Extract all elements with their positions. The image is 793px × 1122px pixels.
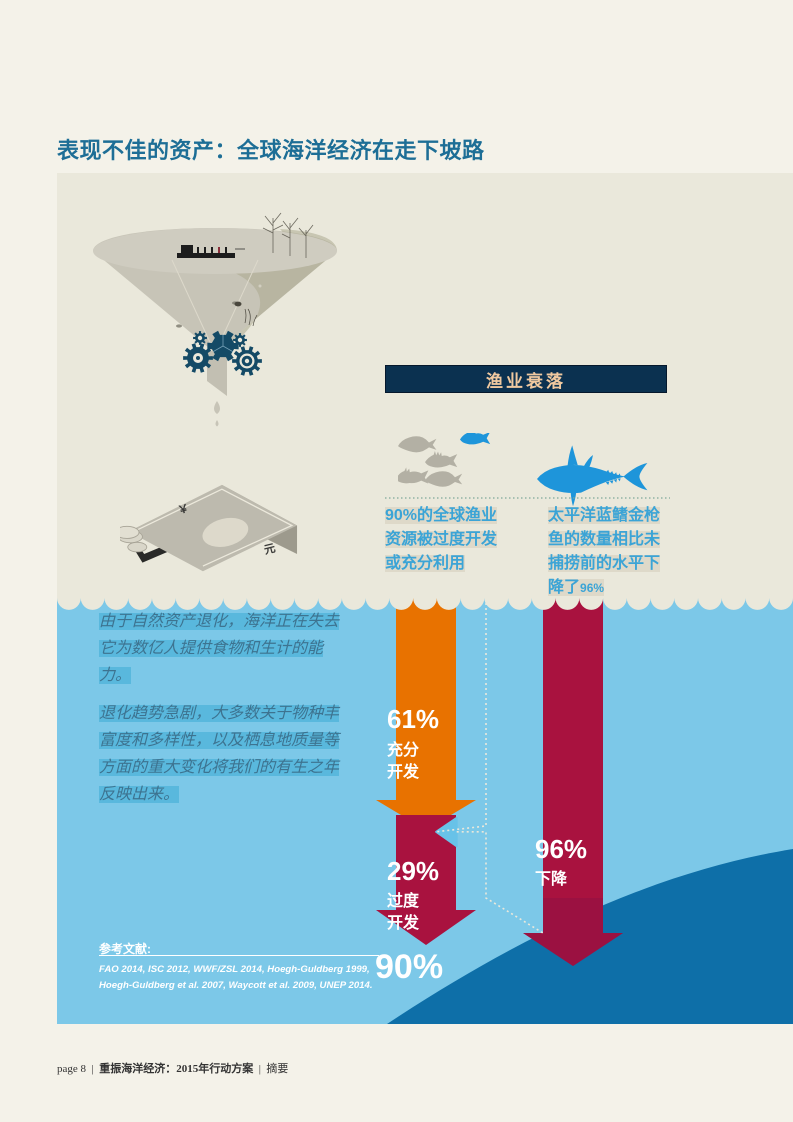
svg-text:元: 元 <box>263 542 277 557</box>
